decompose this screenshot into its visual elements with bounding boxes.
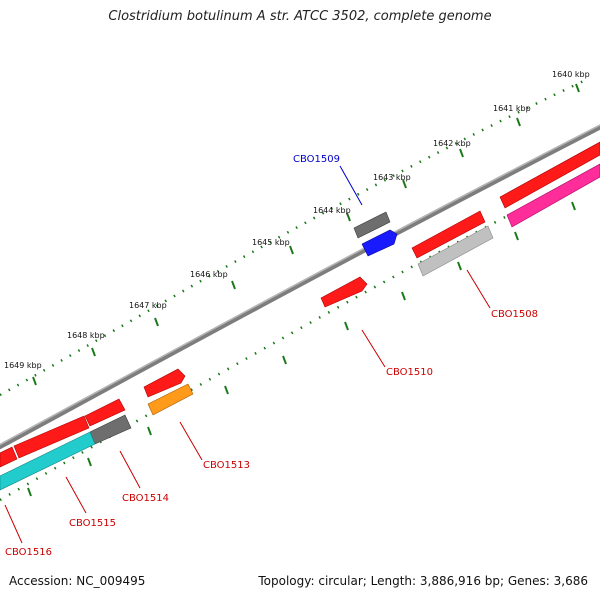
kbp-label-1644: 1644 kbp bbox=[313, 206, 351, 215]
gene-label-cbo1514[interactable]: CBO1514 bbox=[122, 493, 169, 504]
kbp-label-1642: 1642 kbp bbox=[433, 139, 471, 148]
gene-block-cyan-cbo1515[interactable] bbox=[0, 431, 96, 491]
gene-label-cbo1510[interactable]: CBO1510 bbox=[386, 367, 433, 378]
gene-block-grey-1509[interactable] bbox=[353, 211, 391, 239]
gene-block-red-upper-right-2[interactable] bbox=[499, 141, 600, 209]
kbp-label-1647: 1647 kbp bbox=[129, 301, 167, 310]
outer-ruler bbox=[0, 76, 591, 397]
leader-lines bbox=[4, 165, 491, 544]
accession-text: Accession: NC_009495 bbox=[9, 574, 146, 588]
map-title: Clostridium botulinum A str. ATCC 3502, … bbox=[108, 9, 492, 24]
kbp-label-1645: 1645 kbp bbox=[252, 238, 290, 247]
inner-ruler bbox=[0, 166, 600, 502]
gene-block-lightgrey-cbo1508[interactable] bbox=[417, 225, 494, 277]
gene-block-red-cbo1510[interactable] bbox=[320, 276, 368, 308]
gene-block-red-upper-right-1[interactable] bbox=[411, 210, 486, 259]
kbp-label-1646: 1646 kbp bbox=[190, 270, 228, 279]
summary-text: Topology: circular; Length: 3,886,916 bp… bbox=[258, 574, 588, 588]
gene-block-orange-cbo1513[interactable] bbox=[147, 383, 194, 416]
gene-label-cbo1513[interactable]: CBO1513 bbox=[203, 460, 250, 471]
gene-block-red-long[interactable] bbox=[13, 415, 90, 459]
kbp-label-1640: 1640 kbp bbox=[552, 70, 590, 79]
genome-backbone bbox=[0, 124, 600, 450]
gene-label-cbo1516[interactable]: CBO1516 bbox=[5, 547, 52, 558]
gene-block-magenta[interactable] bbox=[506, 163, 600, 228]
kbp-label-1641: 1641 kbp bbox=[493, 104, 531, 113]
kbp-label-1648: 1648 kbp bbox=[67, 331, 105, 340]
gene-block-blue-1509[interactable] bbox=[361, 229, 398, 257]
gene-label-cbo1508[interactable]: CBO1508 bbox=[491, 309, 538, 320]
gene-block-red-leftmost[interactable] bbox=[0, 446, 18, 468]
gene-label-cbo1515[interactable]: CBO1515 bbox=[69, 518, 116, 529]
kbp-label-1649: 1649 kbp bbox=[4, 361, 42, 370]
gene-label-cbo1509[interactable]: CBO1509 bbox=[293, 154, 340, 165]
kbp-label-1643: 1643 kbp bbox=[373, 173, 411, 182]
gene-block-red-1514a[interactable] bbox=[84, 398, 126, 427]
gene-block-red-1512[interactable] bbox=[143, 368, 186, 398]
